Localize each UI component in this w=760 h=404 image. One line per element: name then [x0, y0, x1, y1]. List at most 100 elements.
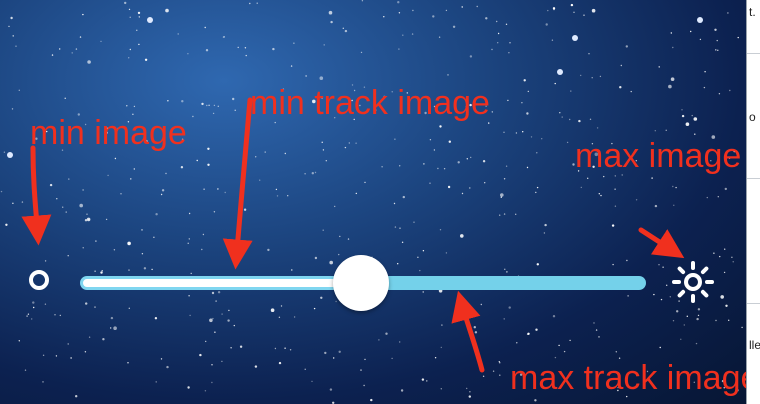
star	[614, 205, 617, 207]
star	[673, 204, 675, 206]
star	[314, 171, 317, 174]
star	[67, 343, 69, 345]
star	[503, 318, 505, 320]
star	[583, 14, 585, 16]
star	[437, 167, 439, 170]
star	[737, 36, 739, 39]
star	[363, 86, 366, 88]
star	[448, 140, 451, 143]
star	[348, 142, 350, 144]
star	[364, 358, 366, 361]
star	[563, 350, 566, 353]
star	[503, 131, 505, 133]
star	[344, 146, 347, 149]
star	[398, 12, 401, 14]
star	[360, 51, 363, 54]
min-track[interactable]	[80, 276, 361, 290]
star	[476, 5, 478, 8]
star	[441, 324, 443, 326]
star	[311, 380, 313, 383]
star	[293, 42, 295, 44]
star	[422, 291, 424, 293]
sun-icon	[672, 261, 714, 303]
star	[330, 20, 333, 24]
star	[278, 316, 281, 318]
slider[interactable]	[80, 255, 646, 311]
star	[290, 65, 293, 67]
star	[18, 340, 20, 342]
star	[5, 223, 8, 226]
star	[75, 395, 78, 398]
star	[213, 104, 216, 107]
star	[685, 122, 690, 126]
star	[244, 47, 247, 49]
star	[704, 71, 706, 73]
star	[417, 256, 419, 258]
star	[278, 361, 282, 365]
star	[573, 11, 575, 13]
star	[42, 381, 44, 383]
star	[35, 137, 38, 140]
star	[86, 213, 88, 215]
star	[521, 102, 523, 104]
star	[460, 234, 464, 238]
star	[541, 138, 543, 140]
star	[187, 53, 189, 55]
star	[485, 105, 487, 108]
star	[167, 100, 169, 102]
star	[51, 54, 54, 56]
star	[82, 247, 84, 249]
star	[289, 349, 292, 351]
star	[211, 291, 215, 295]
star	[95, 240, 97, 242]
star	[243, 208, 247, 211]
star	[88, 336, 91, 338]
star	[154, 317, 158, 320]
star	[706, 196, 708, 199]
star	[280, 305, 283, 307]
star	[693, 117, 698, 121]
star	[587, 177, 589, 179]
star	[620, 64, 622, 67]
star	[322, 229, 324, 231]
star	[353, 89, 356, 92]
side-text: o	[749, 110, 756, 124]
star	[31, 162, 33, 164]
star	[88, 218, 90, 221]
star	[202, 233, 205, 236]
star	[646, 370, 649, 373]
star	[227, 319, 230, 322]
star	[626, 259, 628, 262]
max-track[interactable]	[361, 276, 646, 290]
star	[469, 187, 471, 189]
star	[527, 332, 530, 335]
star	[105, 127, 108, 130]
star	[723, 271, 726, 274]
star	[570, 3, 574, 7]
star	[329, 260, 334, 265]
star	[209, 318, 213, 323]
star	[686, 315, 688, 317]
star	[391, 91, 393, 93]
star	[133, 105, 136, 108]
star	[591, 8, 596, 13]
star	[505, 23, 508, 25]
star	[426, 380, 428, 382]
star	[313, 307, 316, 310]
star	[731, 256, 733, 258]
star	[715, 319, 717, 322]
star	[595, 329, 598, 331]
star	[580, 74, 582, 77]
star	[351, 99, 353, 102]
star	[217, 291, 221, 294]
slider-thumb[interactable]	[333, 255, 389, 311]
star	[681, 114, 685, 118]
star	[697, 308, 701, 311]
star	[727, 12, 729, 14]
star	[189, 314, 191, 317]
star	[715, 49, 717, 51]
star	[314, 256, 318, 260]
star	[515, 132, 518, 134]
min-image-icon	[29, 270, 49, 290]
star	[145, 139, 148, 143]
